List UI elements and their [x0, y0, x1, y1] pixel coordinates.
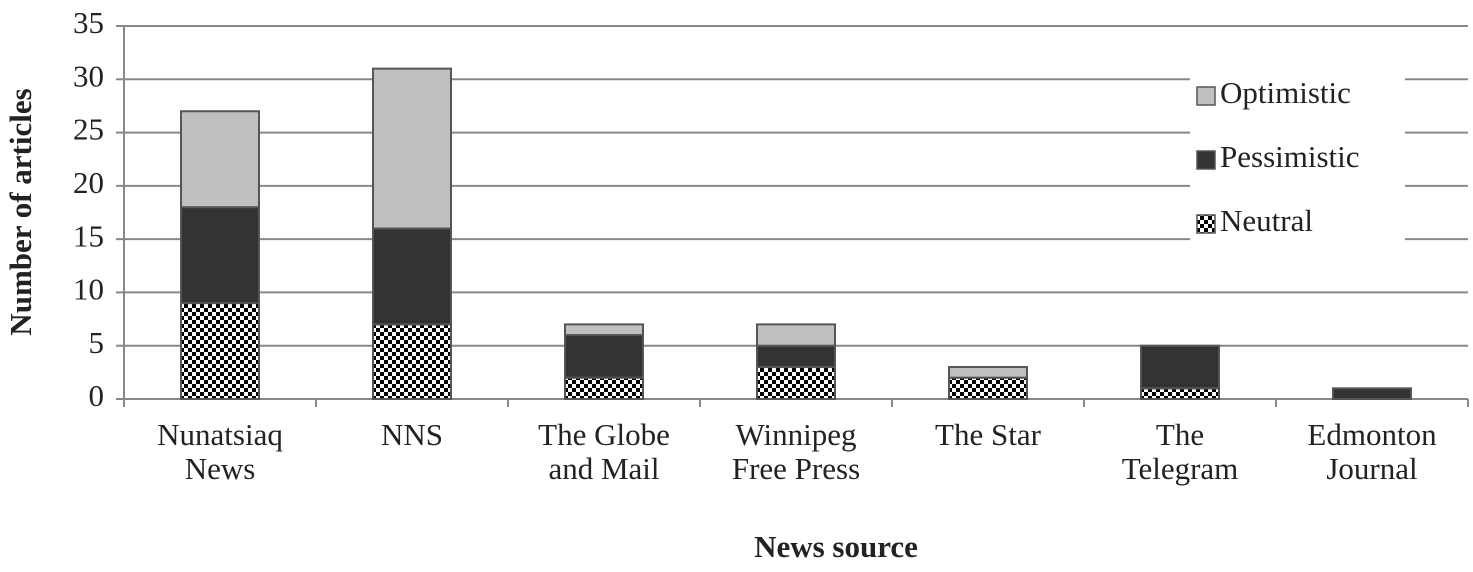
legend-swatch: [1196, 86, 1216, 106]
bar-segment: [180, 110, 260, 209]
bar-segment: [564, 334, 644, 379]
legend-label: Pessimistic: [1220, 139, 1360, 174]
bar-segment: [756, 344, 836, 369]
y-axis-label: Number of articles: [3, 88, 38, 335]
bar-segment: [756, 323, 836, 347]
legend-label: Neutral: [1220, 203, 1313, 238]
bar-segment: [756, 366, 836, 400]
x-tick-label: The Globe and Mail: [538, 417, 670, 486]
y-tick-label: 25: [73, 112, 104, 147]
bar-segment: [1332, 387, 1412, 401]
legend-label: Optimistic: [1220, 75, 1351, 110]
x-tick-label: Nunatsiaq News: [157, 417, 283, 486]
bar-segment: [1140, 344, 1220, 390]
legend-box: [1190, 64, 1405, 254]
bar-segment: [948, 366, 1028, 379]
bar-segment: [564, 323, 644, 337]
legend-swatch: [1196, 150, 1216, 170]
bar-segment: [564, 376, 644, 400]
y-tick-label: 35: [73, 5, 104, 40]
y-tick-label: 10: [73, 272, 104, 307]
bar-segment: [372, 227, 452, 326]
bar-segment: [180, 302, 260, 401]
y-tick-label: 30: [73, 58, 104, 93]
y-tick-label: 5: [89, 325, 105, 360]
x-tick-label: The Telegram: [1121, 417, 1239, 486]
x-tick-label: NNS: [380, 417, 443, 452]
y-tick-label: 20: [73, 165, 104, 200]
bar-segment: [180, 206, 260, 305]
x-tick-label: Edmonton Journal: [1307, 417, 1437, 486]
y-tick-label: 15: [73, 218, 104, 253]
bar-segment: [372, 323, 452, 400]
bar-segment: [948, 376, 1028, 400]
x-tick-label: The Star: [935, 417, 1041, 452]
bar-segment: [1140, 387, 1220, 401]
legend-swatch: [1196, 214, 1216, 234]
x-axis-label: News source: [754, 529, 918, 564]
x-tick-label: Winnipeg Free Press: [731, 417, 861, 486]
y-tick-label: 0: [89, 378, 105, 413]
bar-segment: [372, 67, 452, 230]
